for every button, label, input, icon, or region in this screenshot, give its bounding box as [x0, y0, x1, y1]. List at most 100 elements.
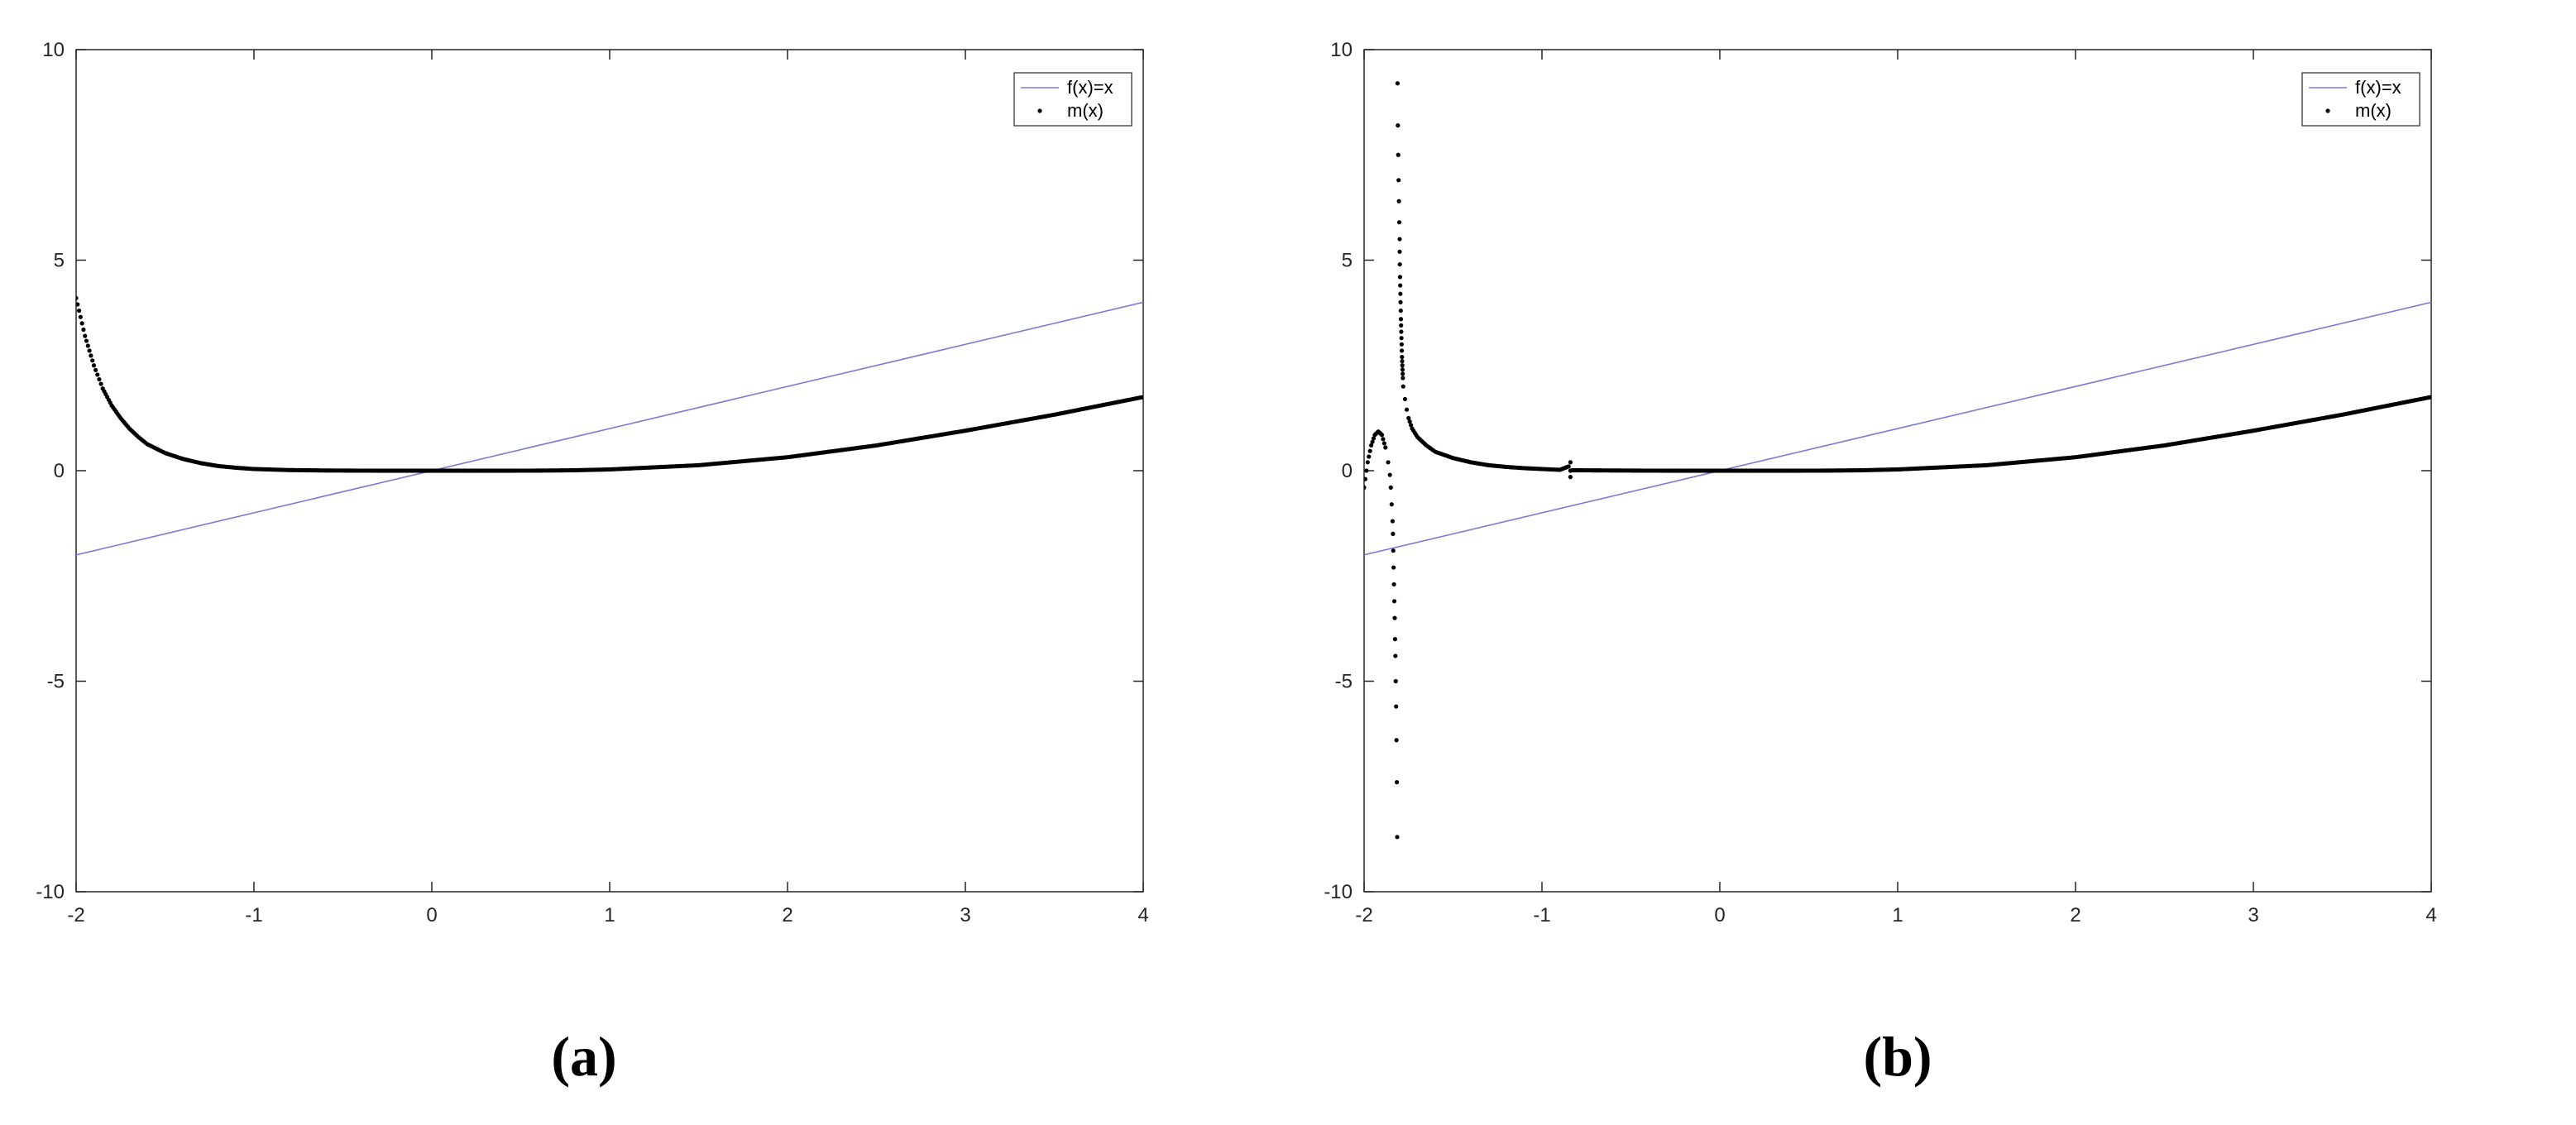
data-point-mx [1568, 475, 1573, 480]
data-point-mx [1400, 359, 1405, 364]
data-point-mx [1391, 582, 1396, 587]
data-point-mx [93, 367, 98, 372]
x-tick-label: 2 [2070, 904, 2080, 926]
data-point-mx [76, 308, 82, 314]
data-point-mx [1566, 464, 1571, 469]
caption-b: (b) [1863, 1025, 1932, 1088]
legend-label: m(x) [2355, 100, 2392, 121]
data-point-mx [84, 338, 89, 343]
data-point-mx [81, 327, 86, 333]
data-point-mx [87, 348, 92, 353]
data-point-mx [91, 363, 97, 368]
y-tick-label: 5 [54, 250, 65, 272]
data-point-mx [1409, 423, 1414, 428]
data-point-mx [1393, 678, 1398, 684]
x-tick-label: 4 [1137, 904, 1148, 926]
data-point-mx [1568, 460, 1573, 465]
data-point-mx [1399, 336, 1404, 341]
chart-panel-a: -2 -1 0 1 2 3 4 10 5 0 -5 -10 f(x)=x m(x) (a) [36, 39, 1148, 1088]
data-point-mx [1397, 237, 1402, 242]
y-tick-label: 0 [1342, 460, 1353, 482]
data-point-mx [1400, 354, 1405, 360]
x-tick-label: 1 [604, 904, 615, 926]
y-tick-label: 10 [42, 39, 65, 61]
data-point-mx [76, 295, 79, 300]
y-tick-label: 10 [1330, 39, 1353, 61]
data-point-mx [1391, 565, 1396, 570]
x-tick-label: 3 [960, 904, 970, 926]
data-point-mx [85, 343, 90, 348]
x-tick-label: 0 [1714, 904, 1725, 926]
series-line-fx [1364, 301, 2431, 556]
data-point-mx [1370, 439, 1375, 444]
y-tick-label: -10 [1324, 881, 1353, 903]
data-point-mx [1400, 367, 1405, 372]
data-point-mx [1394, 780, 1400, 785]
x-tick-label: 0 [426, 904, 437, 926]
data-point-mx [1399, 342, 1404, 347]
data-point-mx [1398, 291, 1403, 296]
data-point-mx [1364, 485, 1367, 490]
data-point-mx [1381, 437, 1386, 442]
x-tick-label: -1 [1533, 904, 1550, 926]
data-point-mx [1401, 384, 1405, 389]
data-point-mx [1379, 433, 1385, 438]
legend-label: f(x)=x [1067, 77, 1113, 98]
y-tick-label: -5 [47, 671, 65, 693]
data-point-mx [1397, 249, 1402, 254]
x-tick-label: 2 [782, 904, 792, 926]
data-point-mx [98, 381, 103, 386]
data-point-mx [1401, 371, 1405, 376]
data-point-mx [1405, 407, 1410, 412]
data-point-mx [1396, 123, 1401, 128]
legend-box [1013, 72, 1132, 127]
data-point-mx [1391, 599, 1397, 604]
data-point-mx [1397, 261, 1402, 267]
data-point-mx [1399, 329, 1404, 334]
data-point-mx [2429, 395, 2431, 400]
data-point-mx [1390, 519, 1395, 524]
data-point-mx [1365, 460, 1370, 465]
data-point-mx [1395, 81, 1401, 86]
data-point-mx [1391, 548, 1396, 553]
x-tick-label: -2 [1355, 904, 1372, 926]
data-point-mx [1400, 363, 1405, 368]
legend-point-marker [1037, 108, 1042, 113]
data-point-mx [76, 302, 80, 307]
data-point-mx [1387, 472, 1392, 477]
x-tick-label: -1 [245, 904, 262, 926]
y-tick-label: -5 [1335, 671, 1353, 693]
data-point-mx [1367, 454, 1372, 459]
data-point-mx [1393, 653, 1398, 658]
data-point-mx [1396, 220, 1402, 225]
data-point-mx [83, 333, 88, 338]
legend-point-marker [2325, 108, 2330, 113]
data-point-mx [1398, 283, 1403, 288]
x-tick-label: 1 [1892, 904, 1903, 926]
data-point-mx [1407, 419, 1412, 424]
data-point-mx [1392, 637, 1398, 642]
data-point-mx [1401, 376, 1405, 381]
data-point-mx [1381, 441, 1386, 446]
data-point-mx [1398, 299, 1403, 304]
data-point-mx [95, 372, 100, 377]
data-point-mx [1396, 152, 1401, 157]
data-point-mx [1364, 476, 1368, 481]
legend: f(x)=xm(x) [2301, 72, 2420, 127]
y-tick-label: 0 [54, 460, 65, 482]
data-point-mx [1391, 531, 1396, 536]
data-point-mx [1397, 275, 1403, 280]
data-point-mx [1141, 395, 1143, 400]
data-point-mx [1388, 485, 1393, 490]
caption-a: (a) [551, 1025, 617, 1088]
data-point-mx [1371, 436, 1377, 441]
data-point-mx [1398, 317, 1404, 322]
data-point-mx [1398, 308, 1403, 314]
series-line-fx [76, 301, 1143, 556]
data-point-mx [1386, 460, 1391, 465]
chart-panel-b: -2 -1 0 1 2 3 4 10 5 0 -5 -10 f(x)=x m(x) (b) [1288, 0, 2576, 1125]
data-point-mx [1396, 199, 1401, 203]
y-tick-label: -10 [36, 881, 65, 903]
